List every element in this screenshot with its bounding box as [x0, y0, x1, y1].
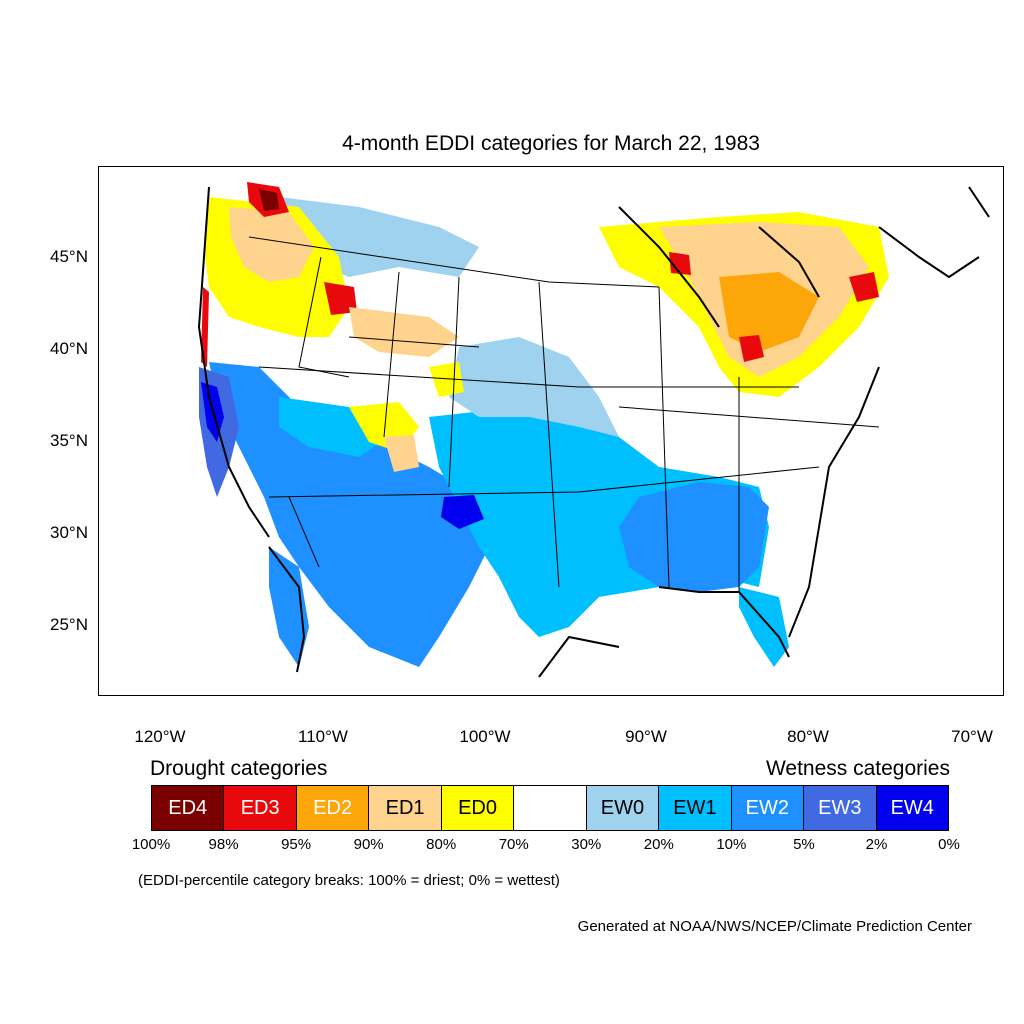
category-legend: ED4 ED3 ED2 ED1 ED0 EW0 EW1 EW2 EW3 EW4 — [151, 785, 949, 831]
x-tick-80w: 80°W — [787, 727, 829, 746]
legend-box-ew1: EW1 — [659, 786, 732, 830]
wet-southeast-ew2 — [619, 482, 769, 592]
wet-baja-ew2 — [269, 547, 309, 667]
drought-categories-heading: Drought categories — [150, 757, 328, 780]
dry-wisconsin-ed3 — [669, 252, 691, 275]
y-tick-30n: 30°N — [50, 523, 88, 542]
percentile-break-label: 100% — [131, 836, 171, 853]
legend-box-ed3: ED3 — [224, 786, 297, 830]
percentile-break-label: 5% — [793, 836, 815, 853]
y-tick-25n: 25°N — [50, 615, 88, 634]
y-tick-45n: 45°N — [50, 247, 88, 266]
dry-idaho-ed3 — [324, 282, 357, 315]
legend-box-ed0: ED0 — [441, 786, 515, 830]
dry-nebraska-ed0 — [429, 362, 464, 397]
category-note: (EDDI-percentile category breaks: 100% =… — [138, 872, 560, 889]
dry-michigan-ed3 — [739, 335, 764, 362]
state-boundaries — [248, 236, 880, 592]
dry-great-lakes-ed2 — [719, 272, 819, 352]
credit-line: Generated at NOAA/NWS/NCEP/Climate Predi… — [577, 918, 972, 935]
eddi-map — [197, 177, 990, 692]
legend-box-ew2: EW2 — [731, 786, 805, 830]
percentile-break-label: 98% — [208, 836, 239, 853]
dry-wyoming-ed1 — [349, 307, 459, 357]
percentile-break-label: 10% — [716, 836, 747, 853]
y-tick-40n: 40°N — [50, 339, 88, 358]
percentile-break-label: 20% — [643, 836, 674, 853]
wet-new-mexico-ew4 — [441, 495, 484, 529]
dry-west-coast-edge-ed3 — [201, 287, 209, 367]
legend-box-ew0: EW0 — [586, 786, 660, 830]
dry-pacific-northwest-ed1 — [229, 207, 314, 282]
map-panel — [98, 166, 1004, 696]
legend-box-ed1: ED1 — [369, 786, 442, 830]
wetness-categories-heading: Wetness categories — [765, 757, 950, 780]
x-tick-100w: 100°W — [459, 727, 511, 746]
legend-box-ew3: EW3 — [804, 786, 877, 830]
y-tick-35n: 35°N — [50, 431, 88, 450]
dry-new-england-ed3 — [849, 272, 879, 302]
legend-box-neutral — [514, 786, 587, 830]
x-tick-70w: 70°W — [951, 727, 993, 746]
x-tick-90w: 90°W — [625, 727, 667, 746]
percentile-break-label: 2% — [865, 836, 888, 853]
map-title: 4-month EDDI categories for March 22, 19… — [342, 132, 760, 155]
legend-box-ed4: ED4 — [152, 786, 225, 830]
dry-colorado-ed1 — [384, 435, 419, 472]
x-tick-110w: 110°W — [298, 727, 348, 746]
percentile-break-label: 95% — [281, 836, 312, 853]
percentile-break-label: 80% — [426, 836, 457, 853]
legend-box-ew4: EW4 — [876, 786, 948, 830]
percentile-break-label: 70% — [498, 836, 529, 853]
percentile-break-label: 0% — [938, 836, 960, 853]
x-tick-120w: 120°W — [134, 727, 186, 746]
coastlines — [197, 186, 990, 678]
percentile-break-label: 30% — [571, 836, 602, 853]
dry-washington-ed4 — [259, 189, 279, 211]
wet-great-basin-ew1 — [279, 397, 389, 457]
percentile-break-label: 90% — [353, 836, 384, 853]
wet-southwest-ew2 — [209, 362, 494, 667]
legend-box-ed2: ED2 — [296, 786, 370, 830]
wet-central-plains-ew0 — [449, 337, 619, 437]
